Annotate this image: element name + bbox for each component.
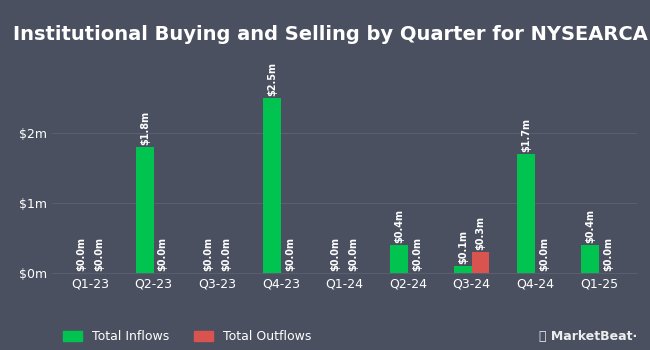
Text: $0.3m: $0.3m xyxy=(476,216,486,250)
Text: $0.0m: $0.0m xyxy=(203,237,213,271)
Text: $0.0m: $0.0m xyxy=(285,237,295,271)
Bar xyxy=(581,245,599,273)
Text: $0.0m: $0.0m xyxy=(539,237,549,271)
Text: Institutional Buying and Selling by Quarter for NYSEARCA:ECLN: Institutional Buying and Selling by Quar… xyxy=(13,25,650,43)
Text: $0.0m: $0.0m xyxy=(331,237,341,271)
Text: $0.0m: $0.0m xyxy=(94,237,104,271)
Bar xyxy=(472,252,489,273)
Bar xyxy=(136,147,154,273)
Text: $0.0m: $0.0m xyxy=(76,237,86,271)
Text: $2.5m: $2.5m xyxy=(267,62,277,96)
Text: $1.7m: $1.7m xyxy=(521,118,531,152)
Text: $0.0m: $0.0m xyxy=(158,237,168,271)
Text: $0.0m: $0.0m xyxy=(603,237,613,271)
Text: $0.0m: $0.0m xyxy=(348,237,358,271)
Bar xyxy=(517,154,535,273)
Text: $0.0m: $0.0m xyxy=(221,237,231,271)
Text: $0.0m: $0.0m xyxy=(412,237,422,271)
Text: $0.4m: $0.4m xyxy=(394,209,404,243)
Bar xyxy=(454,266,472,273)
Text: $1.8m: $1.8m xyxy=(140,111,150,145)
Text: ⫿ MarketBeat·: ⫿ MarketBeat· xyxy=(539,330,637,343)
Text: $0.4m: $0.4m xyxy=(585,209,595,243)
Text: $0.1m: $0.1m xyxy=(458,230,468,264)
Legend: Total Inflows, Total Outflows: Total Inflows, Total Outflows xyxy=(58,326,317,349)
Bar xyxy=(263,98,281,273)
Bar xyxy=(390,245,408,273)
